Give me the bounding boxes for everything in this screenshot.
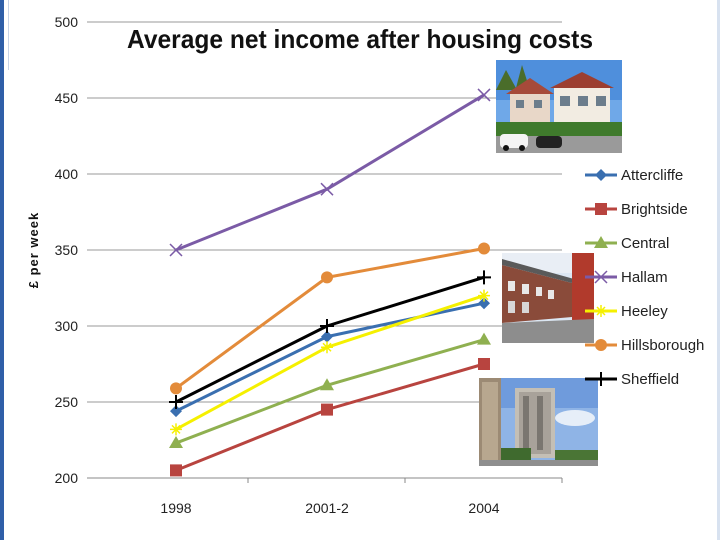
legend-swatch: [585, 339, 617, 351]
x-tick-label: 1998: [160, 500, 191, 516]
y-tick-label: 350: [55, 242, 79, 258]
legend-item-heeley: Heeley: [584, 294, 716, 328]
legend-swatch: [585, 305, 617, 317]
data-point: [594, 372, 608, 386]
photo-tower-block-icon: [479, 378, 598, 466]
series-line: [175, 93, 485, 252]
data-point: [478, 289, 490, 302]
slide-left-accent-bar: [0, 0, 4, 540]
data-point: [321, 403, 333, 416]
legend-item-central: Central: [584, 226, 716, 260]
data-point: [478, 242, 490, 255]
legend-item-hallam: Hallam: [584, 260, 716, 294]
x-tick-labels: 1998 2001-2 2004: [160, 478, 563, 516]
x-tick-label: 2004: [468, 500, 499, 516]
photo-terraced-street-icon: [502, 253, 594, 343]
legend-swatch: [585, 236, 617, 248]
photo-suburban-houses-icon: [496, 60, 622, 153]
series-brightside: [170, 358, 490, 477]
slide-corner-frame: [0, 0, 9, 70]
data-point: [478, 297, 490, 310]
legend-swatch: [585, 372, 617, 386]
chart-title: Average net income after housing costs: [127, 24, 593, 54]
data-point: [320, 182, 334, 196]
y-axis-label: £ per week: [26, 212, 41, 289]
chart-legend: Attercliffe Brightside Central Hallam Heeley…: [584, 158, 716, 396]
legend-item-attercliffe: Attercliffe: [584, 158, 716, 192]
data-point: [170, 464, 182, 477]
data-point: [595, 203, 607, 215]
legend-label: Hillsborough: [621, 336, 705, 354]
y-tick-label: 500: [55, 14, 79, 30]
data-point: [321, 330, 333, 343]
x-tick-label: 2001-2: [305, 500, 349, 516]
legend-label: Brightside: [621, 200, 688, 218]
legend-label: Attercliffe: [621, 166, 684, 184]
series-central: [169, 332, 491, 449]
legend-label: Sheffield: [621, 370, 680, 388]
legend-swatch: [585, 169, 617, 181]
series-line: [175, 301, 485, 413]
slide-right-accent-bar: [717, 0, 720, 540]
data-point: [477, 88, 491, 102]
data-point: [169, 436, 183, 449]
data-point: [321, 271, 333, 284]
series-hillsborough: [170, 242, 490, 395]
data-point: [320, 319, 334, 333]
series-lines: [169, 88, 491, 477]
grid-lines: [87, 21, 562, 479]
y-tick-label: 450: [55, 90, 79, 106]
series-hallam: [169, 88, 491, 257]
data-point: [170, 405, 182, 418]
legend-item-sheffield: Sheffield: [584, 362, 716, 396]
data-point: [170, 382, 182, 395]
data-point: [594, 236, 608, 248]
legend-label: Hallam: [621, 268, 668, 286]
data-point: [595, 339, 607, 351]
series-line: [175, 247, 485, 390]
legend-label: Central: [621, 234, 670, 252]
series-sheffield: [169, 270, 491, 409]
data-point: [594, 270, 608, 284]
data-point: [595, 169, 607, 181]
y-tick-label: 250: [55, 394, 79, 410]
series-heeley: [170, 289, 490, 436]
data-point: [477, 270, 491, 285]
data-point: [169, 395, 183, 409]
legend-label: Heeley: [621, 302, 668, 320]
data-point: [320, 378, 334, 391]
data-point: [321, 341, 333, 354]
data-point: [478, 358, 490, 370]
data-point: [477, 332, 491, 345]
legend-swatch: [585, 270, 617, 284]
y-tick-label: 300: [55, 318, 79, 334]
y-tick-label: 400: [55, 166, 79, 182]
data-point: [169, 243, 183, 257]
legend-swatch: [585, 203, 617, 215]
data-point: [595, 305, 607, 317]
y-tick-label: 200: [55, 470, 79, 486]
legend-item-hillsborough: Hillsborough: [584, 328, 716, 362]
legend-item-brightside: Brightside: [584, 192, 716, 226]
y-tick-labels: 200 250 300 350 400 450 500: [55, 14, 79, 486]
data-point: [170, 423, 182, 436]
